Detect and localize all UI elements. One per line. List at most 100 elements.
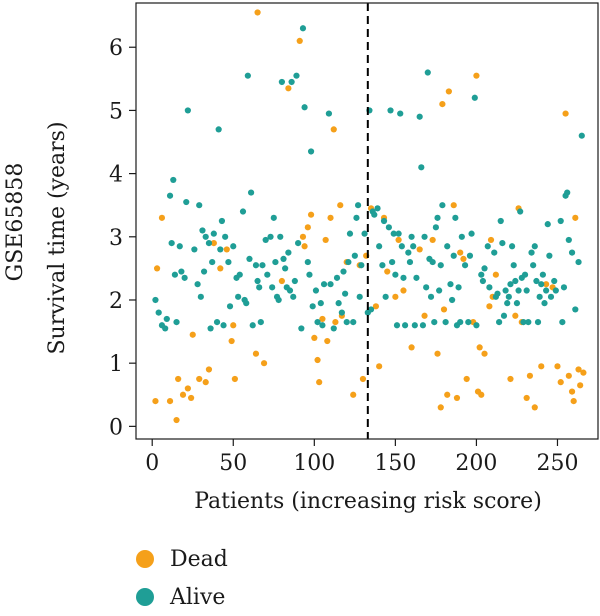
point-alive: [564, 189, 571, 196]
point-dead: [301, 243, 308, 250]
point-alive: [513, 300, 521, 307]
point-alive: [411, 322, 418, 329]
point-dead: [350, 391, 357, 398]
point-alive: [256, 284, 263, 291]
point-alive: [220, 322, 227, 329]
point-alive: [254, 277, 261, 285]
point-alive: [466, 252, 474, 259]
point-alive: [243, 300, 250, 307]
point-alive: [439, 202, 446, 209]
point-alive: [236, 271, 243, 278]
point-dead: [450, 202, 457, 209]
point-alive: [270, 214, 277, 221]
point-dead: [327, 214, 334, 221]
legend-dot-alive: [136, 588, 154, 606]
point-alive: [408, 233, 415, 240]
point-alive: [568, 249, 576, 256]
y-tick-label: 6: [109, 36, 123, 61]
point-alive: [419, 322, 427, 329]
point-alive: [286, 287, 294, 294]
y-tick-label: 3: [109, 226, 123, 251]
point-alive: [520, 319, 527, 326]
point-alive: [343, 319, 350, 326]
point-alive: [432, 224, 439, 231]
point-alive: [280, 255, 287, 263]
point-dead: [231, 375, 238, 383]
scatter-chart: 0 50 100 150 200 250 0 1 2 3 4 5 6 Patients (increa…: [3, 2, 599, 514]
point-alive: [401, 322, 409, 329]
point-dead: [392, 293, 399, 300]
point-alive: [392, 271, 399, 278]
point-dead: [487, 236, 495, 244]
point-alive: [222, 233, 229, 240]
point-alive: [533, 277, 540, 285]
point-dead: [437, 404, 444, 411]
point-alive: [170, 176, 177, 184]
point-alive: [306, 271, 313, 278]
point-alive: [405, 249, 412, 256]
x-tick-label: 100: [293, 451, 335, 476]
point-dead: [395, 236, 402, 244]
point-alive: [521, 271, 529, 278]
point-dead: [196, 375, 203, 383]
point-alive: [226, 303, 234, 310]
point-alive: [307, 148, 315, 155]
point-alive: [184, 107, 191, 114]
point-alive: [194, 281, 201, 288]
point-alive: [244, 72, 251, 79]
point-alive: [398, 243, 405, 250]
point-alive: [551, 277, 558, 285]
point-alive: [447, 281, 454, 288]
plot-area: [152, 3, 587, 439]
point-alive: [484, 243, 491, 250]
point-alive: [413, 274, 420, 281]
point-dead: [434, 350, 441, 357]
point-dead: [463, 375, 470, 383]
point-alive: [293, 72, 300, 79]
point-alive: [507, 281, 514, 288]
point-alive: [215, 126, 222, 133]
point-dead: [210, 240, 217, 247]
point-dead: [429, 236, 436, 244]
point-dead: [577, 382, 584, 389]
point-dead: [372, 303, 380, 310]
point-dead: [486, 303, 493, 310]
point-dead: [179, 391, 187, 398]
point-alive: [512, 277, 519, 285]
point-alive: [285, 249, 292, 256]
point-dead: [152, 397, 159, 405]
point-alive: [500, 312, 508, 319]
point-dead: [175, 375, 182, 383]
point-dead: [217, 265, 224, 272]
point-dead: [307, 211, 315, 218]
point-alive: [319, 322, 326, 329]
point-dead: [228, 337, 235, 345]
point-alive: [166, 192, 174, 199]
point-alive: [385, 224, 392, 231]
point-alive: [525, 319, 532, 326]
point-alive: [246, 255, 253, 263]
point-alive: [406, 258, 414, 266]
point-alive: [486, 284, 493, 291]
point-alive: [502, 287, 509, 294]
point-alive: [181, 274, 188, 281]
point-dead: [507, 375, 514, 383]
point-alive: [197, 293, 204, 300]
point-alive: [338, 309, 345, 316]
legend: Dead Alive: [136, 540, 228, 616]
point-alive: [491, 249, 498, 256]
point-alive: [457, 319, 464, 326]
point-dead: [314, 356, 321, 364]
point-alive: [239, 208, 247, 215]
point-alive: [557, 217, 564, 225]
point-alive: [538, 281, 545, 288]
x-tick-label: 150: [374, 451, 416, 476]
point-alive: [218, 217, 226, 225]
point-dead: [337, 202, 344, 209]
point-alive: [275, 296, 282, 304]
point-dead: [445, 88, 452, 95]
point-dead: [153, 265, 161, 272]
point-alive: [259, 262, 266, 269]
point-alive: [295, 240, 302, 247]
point-alive: [340, 268, 347, 275]
